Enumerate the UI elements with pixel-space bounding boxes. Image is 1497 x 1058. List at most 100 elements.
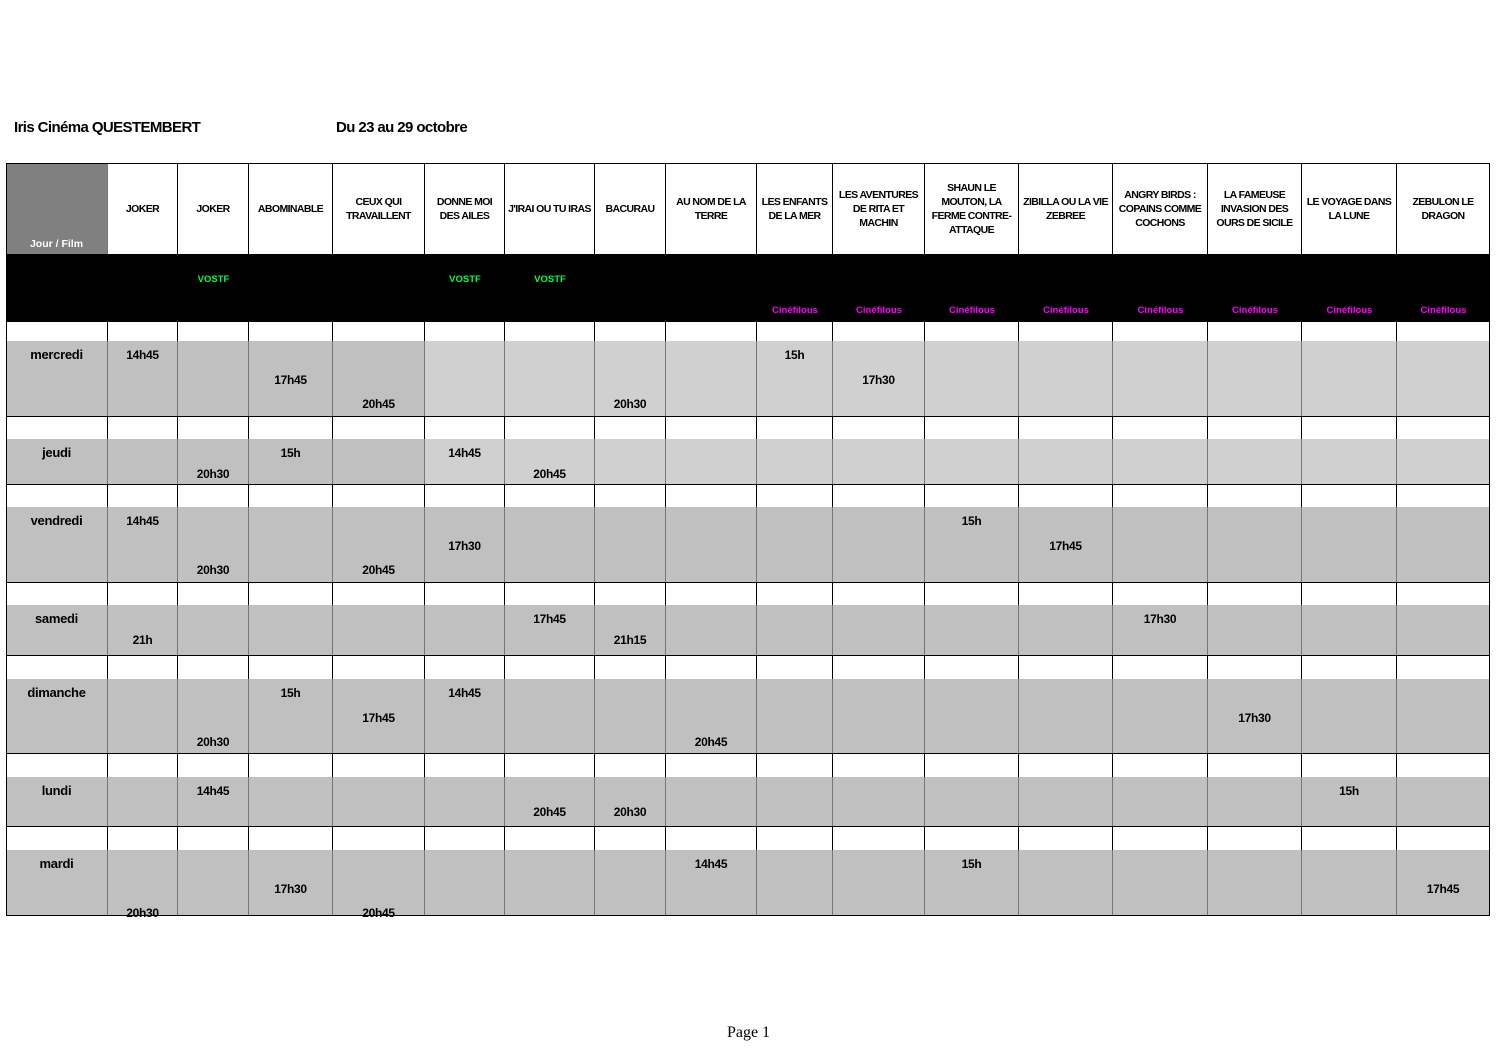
spacer-cell: [833, 753, 925, 777]
showtime: 17h30: [1238, 710, 1271, 725]
showtime-cell: [108, 777, 178, 826]
spacer-cell: [925, 484, 1019, 507]
showtime-cell: 14h45: [425, 439, 505, 484]
showtime: 20h30: [196, 735, 230, 749]
showtime-cell: 20h45: [666, 679, 757, 753]
showtime-cell: [249, 605, 333, 655]
spacer-cell: [757, 753, 833, 777]
showtime-cell: [1208, 605, 1302, 655]
spacer-cell: [108, 655, 178, 679]
spacer-cell: [178, 753, 249, 777]
film-header: AU NOM DE LA TERRE: [666, 163, 757, 254]
vostf-badge: VOSTF: [534, 274, 566, 285]
showtime-cell: 17h30: [1208, 679, 1302, 753]
spacer-cell: [925, 655, 1019, 679]
showtime-cell: 20h30: [178, 679, 249, 753]
showtime: 14h45: [694, 857, 728, 871]
showtime: 15h: [961, 514, 982, 528]
showtime-cell: [425, 777, 505, 826]
showtime: 14h45: [126, 348, 159, 362]
spacer-cell: [505, 582, 595, 605]
spacer-cell: [925, 753, 1019, 777]
film-header: JOKER: [108, 163, 178, 254]
showtime-cell: [666, 777, 757, 826]
showtime-cell: 15h: [757, 341, 833, 416]
spacer-cell: [6, 416, 108, 439]
showtime-cell: 20h30: [108, 850, 178, 920]
spacer-cell: [833, 484, 925, 507]
showtime: 20h45: [694, 735, 728, 749]
spacer-cell: [1397, 826, 1490, 850]
spacer-cell: [425, 826, 505, 850]
cinema-name: Iris Cinéma QUESTEMBERT: [14, 119, 201, 136]
showtime-cell: 17h45: [249, 341, 333, 416]
showtime-cell: 20h30: [595, 341, 666, 416]
spacer-cell: [249, 582, 333, 605]
spacer-cell: [333, 416, 425, 439]
showtime-cell: [833, 507, 925, 582]
showtime-cell: [1208, 850, 1302, 916]
film-header: CEUX QUI TRAVAILLENT: [333, 163, 425, 254]
showtime-cell: 14h45: [108, 507, 178, 582]
showtime-cell: [757, 605, 833, 655]
spacer-cell: [1019, 321, 1113, 341]
date-range: Du 23 au 29 octobre: [336, 119, 468, 136]
showtime-cell: [925, 679, 1019, 753]
page-number: Page 1: [726, 1024, 771, 1041]
spacer-cell: [595, 484, 666, 507]
spacer-cell: [249, 655, 333, 679]
showtime: 15h: [784, 348, 805, 362]
showtime-cell: [425, 850, 505, 916]
showtime-cell: 17h45: [1019, 507, 1113, 582]
showtime-cell: 20h30: [178, 439, 249, 484]
cinefilous-badge: Cinéfilous: [772, 305, 818, 316]
spacer-cell: [108, 582, 178, 605]
showtime: 17h30: [1143, 612, 1177, 626]
showtime-cell: [333, 777, 425, 826]
showtime-cell: [249, 507, 333, 582]
film-header: LES ENFANTS DE LA MER: [757, 163, 833, 254]
spacer-cell: [1113, 655, 1208, 679]
showtime-cell: 20h45: [505, 777, 595, 826]
showtime-cell: [333, 605, 425, 655]
showtime-cell: 17h45: [1397, 850, 1490, 916]
spacer-cell: [595, 321, 666, 341]
showtime-cell: [833, 679, 925, 753]
spacer-cell: [425, 321, 505, 341]
showtime: 14h45: [196, 784, 230, 798]
showtime-cell: [1397, 341, 1490, 416]
spacer-cell: [1019, 582, 1113, 605]
spacer-cell: [1302, 484, 1397, 507]
showtime-cell: [1019, 439, 1113, 484]
showtime-cell: [1397, 439, 1490, 484]
spacer-cell: [333, 753, 425, 777]
day-cell: dimanche: [6, 679, 108, 753]
spacer-cell: [6, 826, 108, 850]
spacer-cell: [1302, 655, 1397, 679]
spacer-cell: [666, 655, 757, 679]
showtime-cell: [505, 507, 595, 582]
spacer-cell: [1208, 826, 1302, 850]
showtime-cell: [757, 850, 833, 916]
spacer-cell: [1302, 582, 1397, 605]
showtime: 14h45: [448, 446, 481, 460]
showtime-cell: [833, 850, 925, 916]
showtime-cell: 14h45: [425, 679, 505, 753]
film-header: DONNE MOI DES AILES: [425, 163, 505, 254]
corner-header: Jour / Film: [6, 163, 108, 254]
spacer-cell: [1113, 753, 1208, 777]
showtime-cell: [595, 850, 666, 916]
spacer-cell: [833, 416, 925, 439]
showtime-cell: [1113, 850, 1208, 916]
film-header: J'IRAI OU TU IRAS: [505, 163, 595, 254]
showtime-cell: [595, 507, 666, 582]
film-header: LE VOYAGE DANS LA LUNE: [1302, 163, 1397, 254]
showtime-cell: 20h45: [333, 507, 425, 582]
showtime-cell: [1208, 777, 1302, 826]
spacer-cell: [666, 416, 757, 439]
spacer-cell: [1397, 655, 1490, 679]
showtime: 17h30: [448, 538, 481, 553]
showtime-cell: 15h: [1302, 777, 1397, 826]
showtime-cell: [1113, 341, 1208, 416]
showtime-cell: [1302, 507, 1397, 582]
